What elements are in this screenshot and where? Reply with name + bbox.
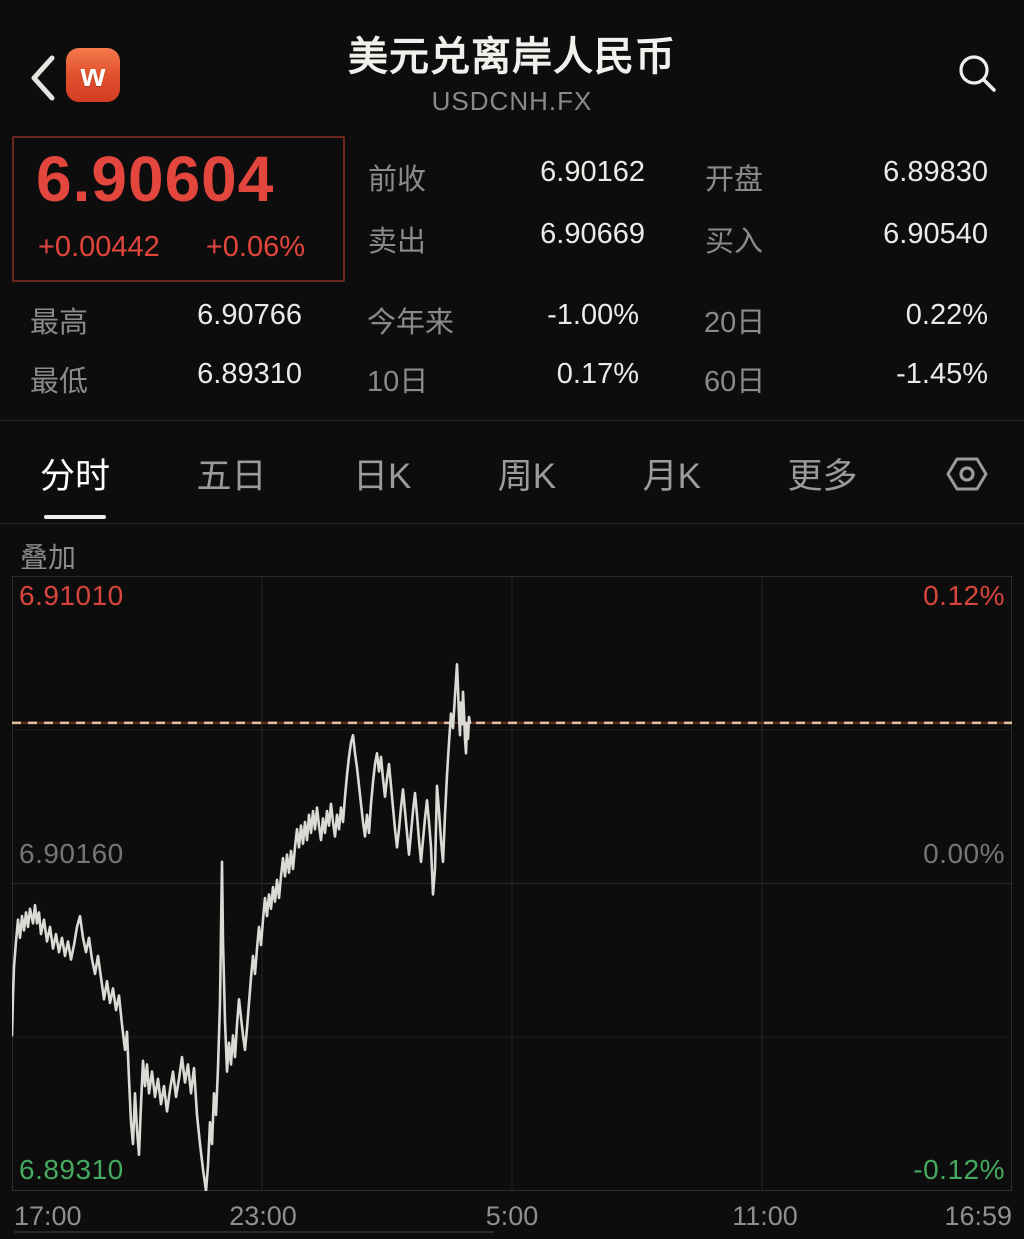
chart-settings-button[interactable] xyxy=(944,452,990,496)
last-price-box: 6.90604 +0.00442 +0.06% xyxy=(12,136,345,282)
bid-label: 买入 xyxy=(705,226,764,258)
bid-value: 6.90540 xyxy=(883,218,988,250)
chart-ymid-label: 6.90160 xyxy=(19,838,124,869)
overlay-button[interactable]: 叠加 xyxy=(20,542,77,573)
time-tick-5: 5:00 xyxy=(485,1201,539,1231)
chart-pmid-label: 0.00% xyxy=(923,838,1005,869)
low-label: 最低 xyxy=(30,365,89,398)
instrument-code: USDCNH.FX xyxy=(431,86,593,116)
ytd-value: -1.00% xyxy=(547,298,639,331)
back-button[interactable] xyxy=(26,52,60,104)
tab-intraday[interactable]: 分时 xyxy=(40,434,110,521)
search-icon xyxy=(959,55,996,92)
quote-panel: 6.90604 +0.00442 +0.06% 前收 6.90162 开盘 6.… xyxy=(0,130,1024,282)
header: w 美元兑离岸人民币 USDCNH.FX xyxy=(0,0,1024,130)
ask-label: 卖出 xyxy=(368,226,427,258)
open-label: 开盘 xyxy=(705,164,764,196)
d10-value: 0.17% xyxy=(556,357,639,390)
time-tick-17: 17:00 xyxy=(14,1201,82,1231)
high-value: 6.90766 xyxy=(197,298,302,331)
stats-panel: 最高 6.90766 今年来 -1.00% 20日 0.22% 最低 6.893… xyxy=(0,290,1024,408)
wind-app-logo[interactable]: w xyxy=(66,48,120,102)
d10-label: 10日 xyxy=(367,365,429,398)
d60-label: 60日 xyxy=(704,365,766,398)
price-change: +0.00442 xyxy=(38,231,160,263)
price-change-row: +0.00442 +0.06% xyxy=(36,231,323,270)
time-axis: 17:00 23:00 5:00 11:00 16:59 xyxy=(0,1191,1024,1239)
last-price: 6.90604 xyxy=(36,143,275,215)
tab-daily-k[interactable]: 日K xyxy=(352,456,412,496)
d20-label: 20日 xyxy=(704,306,766,339)
time-tick-now: 16:59 xyxy=(944,1201,1012,1231)
low-value: 6.89310 xyxy=(197,357,302,390)
bottom-indicator xyxy=(14,1231,494,1233)
overlay-row: 叠加 xyxy=(0,524,1024,576)
separator xyxy=(0,420,1024,421)
open-value: 6.89830 xyxy=(883,156,988,188)
high-label: 最高 xyxy=(30,306,89,339)
tab-monthly-k[interactable]: 月K xyxy=(642,456,701,496)
prev-close-label: 前收 xyxy=(368,164,427,196)
chart-ymax-label: 6.91010 xyxy=(19,580,124,611)
separator xyxy=(0,523,1024,524)
ask-value: 6.90669 xyxy=(540,218,645,250)
back-chevron-icon xyxy=(31,55,55,101)
quote-fields: 前收 6.90162 开盘 6.89830 卖出 6.90669 买入 6.90… xyxy=(345,136,988,282)
price-chart-canvas xyxy=(12,576,1012,1191)
chart-period-tabs: 分时 五日 日K 周K 月K 更多 xyxy=(0,431,1024,523)
chart-ymin-label: 6.89310 xyxy=(19,1154,124,1185)
tab-5day[interactable]: 五日 xyxy=(196,456,267,496)
tab-more[interactable]: 更多 xyxy=(787,456,858,496)
wind-logo-letter: w xyxy=(80,56,106,93)
d60-value: -1.45% xyxy=(896,357,988,390)
intraday-chart[interactable]: 6.91010 0.12% 6.90160 0.00% 6.89310 -0.1… xyxy=(12,576,1012,1191)
prev-close-value: 6.90162 xyxy=(540,156,645,188)
time-tick-11: 11:00 xyxy=(732,1201,798,1231)
search-button[interactable] xyxy=(954,50,1000,96)
price-line xyxy=(12,663,472,1191)
tab-weekly-k[interactable]: 周K xyxy=(497,456,557,496)
d20-value: 0.22% xyxy=(905,298,988,331)
chart-pmax-label: 0.12% xyxy=(923,580,1005,611)
ytd-label: 今年来 xyxy=(367,306,455,339)
page-title: 美元兑离岸人民币 xyxy=(348,35,676,79)
time-tick-23: 23:00 xyxy=(229,1201,297,1231)
settings-hexagon-icon xyxy=(946,457,988,491)
price-change-pct: +0.06% xyxy=(205,231,305,263)
chart-pmin-label: -0.12% xyxy=(913,1154,1005,1185)
